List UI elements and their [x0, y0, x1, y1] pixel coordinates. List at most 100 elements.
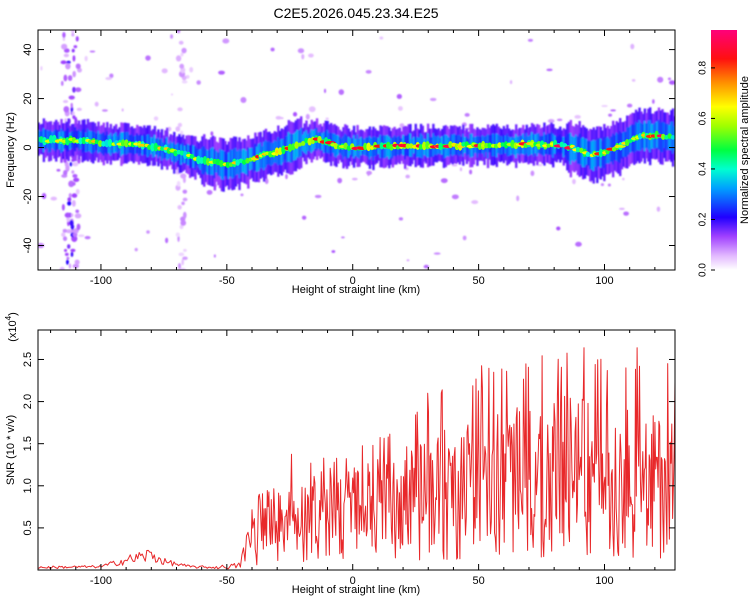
band-core	[333, 143, 339, 150]
band-core	[438, 142, 443, 151]
noise-stripe-blob	[63, 74, 68, 82]
noise-stripe-blob	[76, 107, 82, 111]
spectrogram-x-tick-label: 0	[350, 275, 356, 287]
noise-stripe-blob	[66, 60, 71, 64]
snr-x-tick-label: -100	[90, 575, 112, 587]
noise-stripe-blob	[75, 63, 81, 70]
noise-stripe-blob	[75, 188, 80, 195]
band-core	[120, 139, 126, 147]
noise-speckle	[471, 200, 479, 205]
noise-speckle	[338, 89, 345, 95]
noise-stripe-blob	[182, 197, 188, 202]
band-core	[81, 136, 87, 145]
band-core	[503, 141, 509, 149]
noise-stripe-blob	[72, 263, 80, 269]
noise-speckle	[623, 211, 629, 216]
noise-speckle	[546, 68, 553, 72]
noise-stripe-blob	[176, 180, 181, 187]
noise-speckle	[84, 236, 91, 240]
band-core	[422, 141, 427, 151]
noise-stripe-blob	[178, 252, 185, 257]
band-core	[88, 139, 93, 144]
noise-speckle	[222, 38, 230, 44]
noise-speckle	[165, 237, 169, 244]
noise-stripe-blob	[71, 170, 75, 174]
noise-stripe-blob	[183, 248, 187, 252]
band-core	[654, 130, 659, 140]
noise-speckle	[656, 206, 661, 212]
band-core	[366, 142, 371, 152]
band-core	[94, 139, 100, 145]
band-core	[42, 136, 47, 146]
noise-stripe-blob	[71, 193, 78, 198]
noise-stripe-blob	[181, 47, 187, 54]
noise-stripe-blob	[59, 266, 65, 270]
band-core	[150, 142, 155, 152]
spectrogram-x-tick-label: 50	[472, 275, 484, 287]
noise-speckle	[74, 213, 82, 219]
noise-stripe-blob	[72, 181, 76, 186]
noise-stripe-blob	[61, 174, 68, 178]
noise-speckle	[40, 66, 43, 71]
band-core	[287, 143, 293, 152]
colorbar-tick-label: 0.8	[698, 61, 709, 75]
spectrogram-y-tick-label: -20	[22, 189, 34, 205]
noise-speckle	[84, 55, 88, 62]
noise-speckle	[405, 174, 410, 179]
colorbar-tick-label: 0.2	[698, 212, 709, 226]
spectrogram-y-tick-label: -40	[22, 238, 34, 254]
noise-speckle	[189, 67, 194, 73]
noise-speckle	[429, 97, 437, 102]
colorbar-gradient	[711, 30, 737, 270]
snr-series-line	[38, 347, 675, 570]
noise-speckle	[610, 109, 617, 112]
noise-stripe-blob	[62, 236, 68, 242]
spectrogram-y-label: Frequency (Hz)	[5, 112, 17, 188]
noise-stripe-blob	[66, 256, 70, 260]
snr-x-ticks: -100 -50 0 50 100	[50, 330, 656, 587]
noise-speckle	[396, 94, 402, 100]
band-core	[477, 142, 483, 150]
noise-speckle	[516, 195, 520, 202]
noise-stripe-blob	[65, 259, 69, 265]
noise-stripe-blob	[175, 232, 180, 237]
noise-stripe-blob	[179, 224, 184, 230]
spectrogram-y-tick-label: 0	[22, 144, 34, 150]
noise-stripe-blob	[178, 263, 182, 270]
noise-speckle	[179, 267, 186, 270]
snr-x-tick-label: 0	[350, 575, 356, 587]
band-core	[206, 157, 211, 166]
noise-speckle	[206, 190, 213, 195]
snr-frame	[37, 329, 676, 571]
spectrogram-x-tick-label: -50	[219, 275, 235, 287]
noise-stripe-blob	[176, 30, 181, 34]
noise-speckle	[331, 250, 336, 253]
noise-stripe-blob	[69, 162, 73, 167]
noise-stripe-blob	[180, 52, 184, 57]
noise-speckle	[109, 73, 114, 79]
band-core	[487, 142, 492, 149]
noise-stripe-blob	[61, 232, 66, 237]
noise-speckle	[652, 99, 655, 104]
noise-speckle	[398, 217, 404, 221]
noise-stripe-blob	[61, 203, 65, 211]
noise-speckle	[399, 123, 405, 128]
noise-speckle	[264, 178, 269, 185]
colorbar-label: Normalized spectral amplitude	[739, 76, 750, 224]
noise-speckle	[292, 112, 298, 117]
noise-stripe-blob	[70, 102, 73, 108]
noise-stripe-blob	[181, 201, 185, 206]
noise-stripe-blob	[178, 40, 184, 45]
spectrogram-frame	[37, 29, 676, 271]
band-core	[628, 138, 633, 144]
noise-stripe-blob	[64, 212, 71, 218]
noise-speckle	[105, 76, 112, 81]
colorbar-tick-label: 0.4	[698, 162, 709, 176]
noise-stripe-blob	[67, 75, 73, 81]
noise-speckle	[630, 43, 635, 50]
noise-speckle	[50, 196, 57, 201]
noise-speckle	[379, 36, 384, 40]
noise-stripe-blob	[71, 33, 75, 37]
spectrogram-y-tick-label: 20	[22, 92, 34, 104]
